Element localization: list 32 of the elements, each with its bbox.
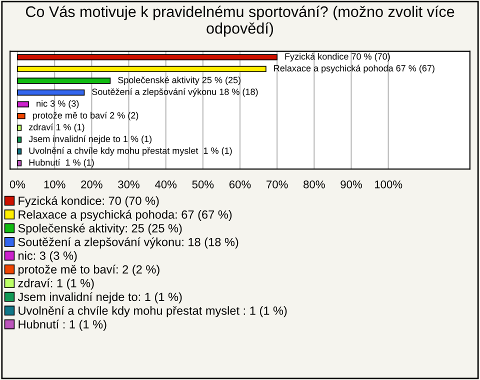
x-tick-label: 80%	[304, 180, 325, 188]
x-tick-label: 90%	[340, 180, 362, 188]
data-label: nic 3 % (3)	[36, 100, 79, 109]
data-label: Soutěžení a zlepšování výkonu 18 % (18)	[92, 88, 258, 97]
data-label: Fyzická kondice 70 % (70)	[285, 52, 390, 62]
x-tick-label: 0%	[10, 180, 26, 188]
legend-label: Fyzická kondice: 70 (70 %)	[18, 196, 159, 208]
legend-label: protože mě to baví: 2 (2 %)	[18, 264, 160, 276]
legend-label: zdraví: 1 (1 %)	[18, 278, 94, 290]
x-tick-label: 100%	[374, 180, 402, 188]
x-tick-label: 20%	[81, 180, 102, 188]
data-label: protože mě to baví 2 % (2)	[32, 112, 138, 120]
data-label: Hubnutí 1 % (1)	[29, 158, 94, 168]
legend-label: Relaxace a psychická pohoda: 67 (67 %)	[18, 210, 232, 222]
data-label: Společenské aktivity 25 % (25)	[118, 76, 241, 86]
legend-label: Hubnutí : 1 (1 %)	[18, 320, 106, 331]
x-tick-label: 40%	[154, 180, 177, 188]
data-label: zdraví 1 % (1)	[28, 124, 84, 132]
data-label: Jsem invalidní nejde to 1 % (1)	[28, 135, 152, 144]
x-tick-label: 60%	[229, 180, 251, 188]
legend-label: Uvolnění a chvíle kdy mohu přestat myslet : 1 (1 %)	[18, 306, 287, 318]
data-label: Uvolnění a chvíle kdy mohu přestat myslet 1 % (1)	[29, 147, 232, 156]
x-tick-label: 50%	[192, 180, 214, 188]
legend-label: Společenské aktivity: 25 (25 %)	[18, 224, 182, 235]
legend-label: Soutěžení a zlepšování výkonu: 18 (18 %)	[18, 237, 238, 249]
data-label: Relaxace a psychická pohoda 67 % (67)	[274, 64, 434, 74]
legend-label: Jsem invalidní nejde to: 1 (1 %)	[18, 292, 182, 304]
x-tick-label: 70%	[266, 180, 288, 188]
chart-title: Co Vás motivuje k pravidelnému sportování? (možno zvolit více odpovědí)	[26, 6, 454, 37]
legend-label: nic: 3 (3 %)	[18, 251, 77, 262]
x-tick-label: 30%	[118, 180, 140, 188]
x-tick-label: 10%	[44, 180, 66, 188]
